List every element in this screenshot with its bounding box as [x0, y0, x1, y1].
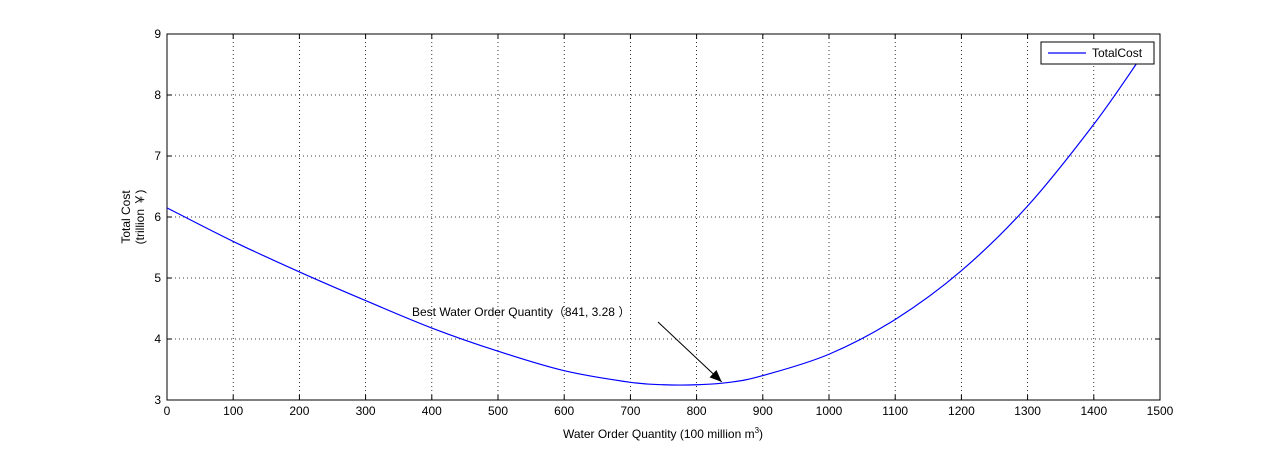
- axis-ticks: [166, 33, 1161, 401]
- x-tick-label: 1400: [1080, 404, 1107, 418]
- x-tick-label: 1200: [948, 404, 975, 418]
- x-tick-label: 1300: [1014, 404, 1041, 418]
- y-tick-label: 3: [154, 393, 161, 407]
- x-tick-label: 400: [422, 404, 442, 418]
- annotation-arrow-head: [709, 370, 722, 382]
- x-tick-label: 100: [223, 404, 243, 418]
- y-axis-label: Total Cost (trillion ￥): [119, 190, 147, 245]
- x-axis-label-end: ): [759, 427, 763, 441]
- x-tick-label: 900: [753, 404, 773, 418]
- x-tick-label: 1000: [816, 404, 843, 418]
- tick-labels: 0 100 200 300 400 500 600 700 800 900 1000 1100 1200…: [154, 27, 1173, 418]
- y-tick-label: 7: [154, 149, 161, 163]
- x-tick-label: 1100: [882, 404, 908, 418]
- legend-label-totalcost: TotalCost: [1092, 46, 1143, 60]
- x-axis-label-main: Water Order Quantity (100 million m: [563, 427, 755, 441]
- x-tick-label: 600: [554, 404, 574, 418]
- x-axis-label: Water Order Quantity (100 million m3): [563, 426, 763, 441]
- y-tick-label: 4: [154, 332, 161, 346]
- annotation: Best Water Order Quantity（841, 3.28 ）: [412, 305, 723, 383]
- grid: [167, 34, 1160, 400]
- x-tick-label: 700: [620, 404, 640, 418]
- y-tick-label: 9: [154, 27, 161, 41]
- x-tick-label: 500: [488, 404, 508, 418]
- series-line-totalcost: [166, 58, 1141, 386]
- x-tick-label: 0: [164, 404, 171, 418]
- legend: TotalCost: [1040, 41, 1155, 65]
- y-tick-label: 6: [154, 210, 161, 224]
- x-axis-label-superscript: 3: [755, 426, 760, 435]
- annotation-label: Best Water Order Quantity（841, 3.28 ）: [412, 305, 630, 319]
- x-tick-label: 1500: [1147, 404, 1174, 418]
- x-tick-label: 800: [687, 404, 707, 418]
- x-tick-label: 300: [356, 404, 376, 418]
- x-tick-label: 200: [289, 404, 309, 418]
- legend-box: [1040, 41, 1155, 65]
- y-tick-label: 5: [154, 271, 161, 285]
- annotation-arrow-line: [657, 321, 723, 383]
- y-axis-label-line1: Total Cost: [119, 190, 133, 244]
- y-axis-label-line2: (trillion ￥): [133, 190, 147, 245]
- y-tick-label: 8: [154, 88, 161, 102]
